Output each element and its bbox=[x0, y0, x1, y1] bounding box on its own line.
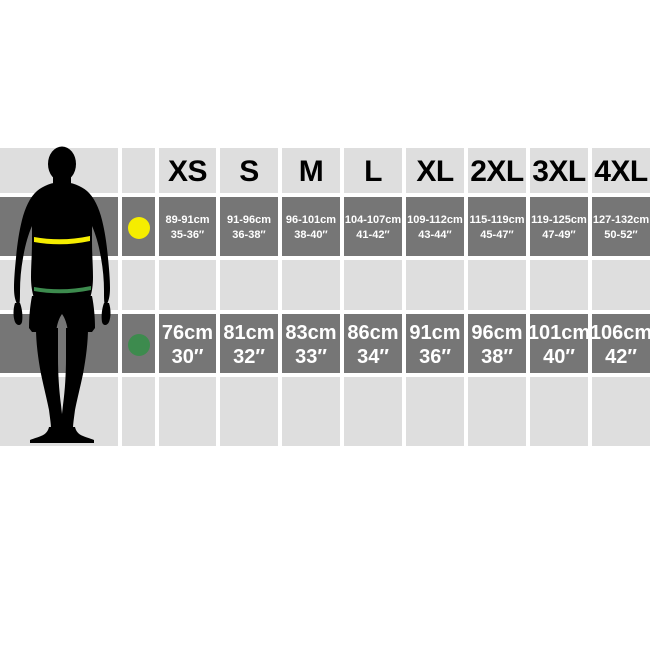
waist-cell-xl: 91cm 36″ bbox=[406, 314, 464, 376]
silhouette-body bbox=[13, 146, 111, 443]
chest-cell-m: 96-101cm 38-40″ bbox=[282, 197, 340, 259]
column-separator bbox=[526, 148, 530, 446]
chest-cm-s: 91-96cm bbox=[226, 214, 272, 227]
waist-inch-s: 32″ bbox=[233, 345, 265, 368]
waist-inch-3xl: 40″ bbox=[543, 345, 575, 368]
waist-band bbox=[0, 314, 650, 376]
size-header-2xl: 2XL bbox=[470, 154, 524, 188]
waist-cm-4xl: 106cm bbox=[589, 321, 650, 344]
male-body-silhouette bbox=[13, 146, 111, 443]
column-separator bbox=[402, 148, 406, 446]
column-separator bbox=[588, 148, 592, 446]
chest-cell-l: 104-107cm 41-42″ bbox=[344, 197, 402, 259]
column-separator bbox=[216, 148, 220, 446]
chest-cm-4xl: 127-132cm bbox=[592, 214, 650, 227]
waist-cell-2xl: 96cm 38″ bbox=[468, 314, 526, 376]
size-header-m: M bbox=[298, 154, 324, 188]
chest-inch-s: 36-38″ bbox=[232, 229, 266, 241]
column-separator bbox=[118, 148, 122, 446]
waist-cm-m: 83cm bbox=[285, 321, 337, 344]
chest-cell-s: 91-96cm 36-38″ bbox=[220, 197, 278, 259]
footer-band bbox=[0, 377, 650, 446]
size-header-l: L bbox=[364, 154, 382, 188]
size-header-xl: XL bbox=[416, 154, 454, 188]
chest-cm-2xl: 115-119cm bbox=[469, 214, 525, 227]
waist-inch-xl: 36″ bbox=[419, 345, 451, 368]
column-separator bbox=[278, 148, 282, 446]
size-header-4xl: 4XL bbox=[594, 154, 648, 188]
waist-cell-s: 81cm 32″ bbox=[220, 314, 278, 376]
waist-inch-4xl: 42″ bbox=[605, 345, 637, 368]
waist-legend-dot-cell bbox=[122, 314, 155, 376]
waist-inch-xs: 30″ bbox=[171, 345, 204, 368]
chest-cell-3xl: 119-125cm 47-49″ bbox=[530, 197, 588, 259]
chest-legend-dot-cell bbox=[122, 197, 155, 259]
waist-measure-line bbox=[34, 286, 91, 294]
waist-cm-l: 86cm bbox=[347, 321, 399, 344]
green-dot-icon bbox=[127, 334, 150, 356]
yellow-dot-icon bbox=[127, 217, 150, 239]
waist-cell-l: 86cm 34″ bbox=[344, 314, 402, 376]
chest-inch-4xl: 50-52″ bbox=[604, 229, 638, 241]
chest-cm-xl: 109-112cm bbox=[407, 214, 463, 227]
chest-cell-xs: 89-91cm 35-36″ bbox=[159, 197, 216, 259]
waist-inch-m: 33″ bbox=[295, 345, 327, 368]
chest-inch-xl: 43-44″ bbox=[418, 229, 452, 241]
row-separator bbox=[0, 373, 650, 377]
header-band bbox=[0, 148, 650, 196]
size-header-xs: XS bbox=[167, 154, 208, 188]
chest-inch-xs: 35-36″ bbox=[170, 229, 205, 241]
chest-cell-xl: 109-112cm 43-44″ bbox=[406, 197, 464, 259]
waist-inch-2xl: 38″ bbox=[481, 345, 513, 368]
waist-cm-xs: 76cm bbox=[161, 321, 214, 344]
chest-inch-3xl: 47-49″ bbox=[542, 229, 576, 241]
waist-cell-4xl: 106cm 42″ bbox=[589, 314, 650, 376]
size-header-s: S bbox=[239, 154, 259, 188]
waist-cell-3xl: 101cm 40″ bbox=[527, 314, 591, 376]
waist-cell-xs: 76cm 30″ bbox=[159, 314, 216, 376]
chest-inch-l: 41-42″ bbox=[356, 229, 390, 241]
row-separator bbox=[0, 310, 650, 314]
column-separator bbox=[155, 148, 159, 446]
chest-cm-3xl: 119-125cm bbox=[531, 214, 587, 227]
chest-cell-2xl: 115-119cm 45-47″ bbox=[468, 197, 526, 259]
waist-inch-l: 34″ bbox=[357, 345, 389, 368]
chest-band bbox=[0, 197, 650, 259]
waist-cm-3xl: 101cm bbox=[527, 321, 591, 344]
chest-cm-xs: 89-91cm bbox=[165, 214, 210, 227]
chest-inch-m: 38-40″ bbox=[294, 229, 328, 241]
chest-inch-2xl: 45-47″ bbox=[480, 229, 514, 241]
chest-cell-4xl: 127-132cm 50-52″ bbox=[592, 197, 650, 259]
waist-cm-xl: 91cm bbox=[409, 321, 461, 344]
row-separator bbox=[0, 256, 650, 260]
size-header-3xl: 3XL bbox=[532, 154, 586, 188]
column-separator bbox=[340, 148, 344, 446]
waist-cell-m: 83cm 33″ bbox=[282, 314, 340, 376]
column-separator bbox=[464, 148, 468, 446]
waist-cm-2xl: 96cm bbox=[471, 321, 523, 344]
chest-measure-line bbox=[34, 236, 90, 245]
chest-cm-l: 104-107cm bbox=[344, 214, 402, 227]
size-chart: XS S M L XL 2XL 3XL 4XL 89-91cm 35-36″ 9… bbox=[0, 148, 650, 446]
chest-cm-m: 96-101cm bbox=[285, 214, 337, 227]
waist-cm-s: 81cm bbox=[223, 321, 275, 344]
row-separator bbox=[0, 193, 650, 197]
